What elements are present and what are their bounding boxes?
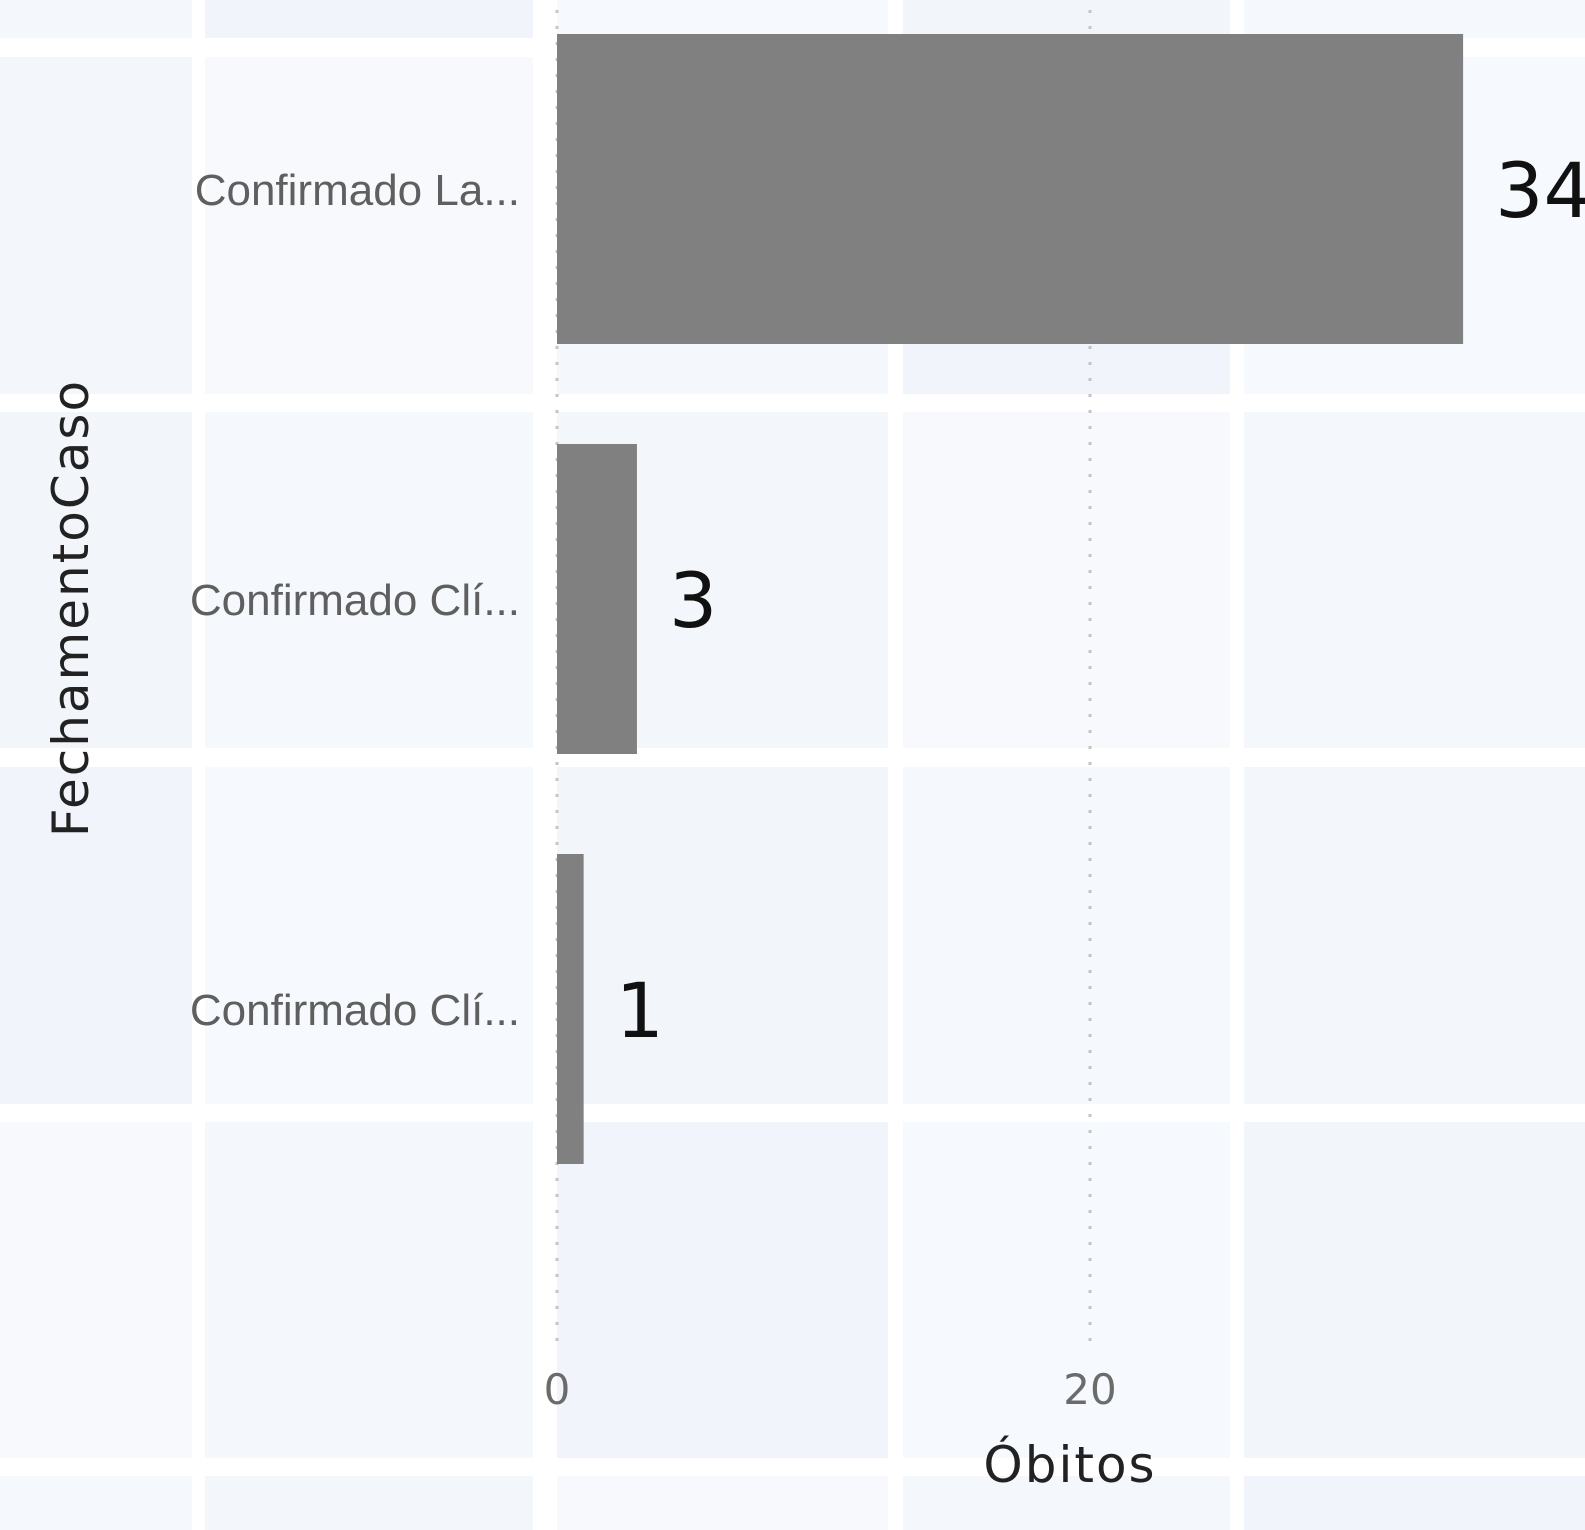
background-tile <box>1244 412 1585 748</box>
bar <box>557 854 584 1164</box>
x-tick-labels: 0 20 <box>544 1365 1117 1414</box>
background-tile <box>557 767 888 1104</box>
category-labels: Confirmado La... Confirmado Clí... Confirm… <box>190 166 520 1035</box>
background-tile <box>903 0 1230 38</box>
category-label: Confirmado Clí... <box>190 576 520 625</box>
background-tile <box>205 0 533 38</box>
background-tile <box>0 1122 192 1458</box>
background-tile <box>1244 1122 1585 1458</box>
data-labels: 34 3 1 <box>616 146 1585 1055</box>
background-tile <box>0 0 192 38</box>
background-tile <box>903 1122 1230 1458</box>
background-tile <box>557 0 888 38</box>
background-tile <box>903 412 1230 748</box>
data-label: 34 <box>1495 146 1585 235</box>
bar <box>557 34 1464 344</box>
bar <box>557 444 637 754</box>
x-tick-label: 20 <box>1063 1365 1116 1414</box>
background-tile <box>903 767 1230 1104</box>
y-axis-title: FechamentoCaso <box>42 379 100 837</box>
background-tile <box>205 1122 533 1458</box>
x-tick-label: 0 <box>544 1365 571 1414</box>
category-label: Confirmado La... <box>195 166 520 215</box>
x-axis-title: Óbitos <box>983 1435 1156 1494</box>
data-label: 1 <box>616 966 664 1055</box>
background-tile <box>205 767 533 1104</box>
background-tile <box>1244 767 1585 1104</box>
background-tile <box>1244 0 1585 38</box>
category-label: Confirmado Clí... <box>190 986 520 1035</box>
background-tile <box>557 1122 888 1458</box>
bars <box>557 34 1464 1164</box>
background-tile <box>0 767 192 1104</box>
background-tile <box>205 412 533 748</box>
data-label: 3 <box>669 556 717 645</box>
background-tile <box>205 57 533 394</box>
background-tile <box>0 57 192 394</box>
background-tile <box>0 412 192 748</box>
